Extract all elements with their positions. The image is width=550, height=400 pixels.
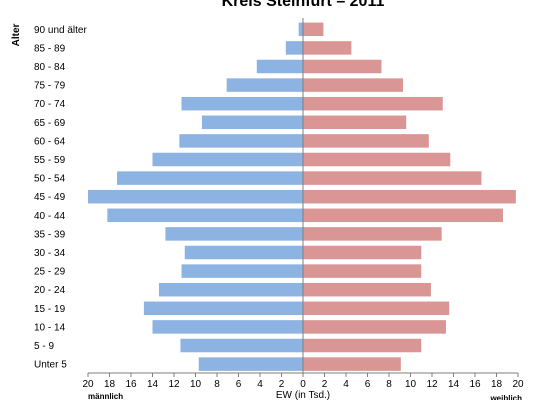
age-group-label: 85 - 89	[34, 43, 66, 54]
bar-male	[88, 189, 303, 204]
age-group-label: 20 - 24	[34, 285, 66, 296]
x-tick-label: 16	[125, 379, 137, 390]
bar-female	[303, 282, 431, 297]
age-group-label: 10 - 14	[34, 322, 66, 333]
y-axis-title: Alter	[11, 24, 22, 47]
age-group-label: 35 - 39	[34, 229, 66, 240]
age-group-label: 30 - 34	[34, 248, 66, 259]
bar-female	[303, 96, 443, 111]
x-tick-label: 14	[448, 379, 460, 390]
bar-female	[303, 301, 450, 316]
age-group-label: 80 - 84	[34, 62, 66, 73]
age-group-label: 5 - 9	[34, 341, 54, 352]
bar-female	[303, 208, 503, 223]
x-tick-label: 10	[190, 379, 202, 390]
x-tick-label: 2	[322, 379, 328, 390]
chart-title: Kreis Steinfurt – 2011	[222, 0, 385, 10]
age-group-label: 65 - 69	[34, 118, 66, 129]
x-tick-label: 10	[405, 379, 417, 390]
x-tick-label: 4	[343, 379, 349, 390]
age-group-label: 25 - 29	[34, 267, 66, 278]
bar-male	[180, 338, 303, 353]
age-group-label: Unter 5	[34, 360, 67, 371]
age-group-label: 60 - 64	[34, 136, 66, 147]
x-tick-label: 14	[147, 379, 159, 390]
bar-female	[303, 357, 401, 371]
bar-female	[303, 59, 382, 74]
bars-group	[88, 22, 516, 371]
bar-female	[303, 41, 352, 55]
bar-male	[298, 22, 303, 37]
x-axis: 20 18 16 14 12 10 8 6 4 2 0 2 4 6 8 10 12 14 16 18 20	[82, 18, 524, 390]
age-group-label: 75 - 79	[34, 81, 66, 92]
age-group-label: 45 - 49	[34, 192, 66, 203]
bar-male	[165, 227, 303, 241]
x-tick-label: 18	[491, 379, 503, 390]
x-tick-label: 20	[512, 379, 524, 390]
age-group-label: 50 - 54	[34, 174, 66, 185]
bar-female	[303, 320, 446, 334]
age-group-label: 55 - 59	[34, 155, 66, 166]
bar-male	[152, 320, 303, 334]
bar-male	[152, 152, 303, 167]
x-tick-label: 18	[104, 379, 116, 390]
bar-female	[303, 189, 516, 204]
x-tick-label: 0	[300, 379, 306, 390]
age-group-label: 40 - 44	[34, 211, 66, 222]
bar-male	[181, 96, 303, 111]
bar-male	[285, 41, 303, 55]
bar-female	[303, 22, 324, 37]
category-labels: 90 und älter 85 - 89 80 - 84 75 - 79 70 - 74…	[34, 25, 87, 371]
male-side-label: männlich	[88, 392, 123, 400]
x-tick-label: 6	[365, 379, 371, 390]
bar-male	[117, 171, 304, 185]
bar-female	[303, 264, 422, 278]
bar-male	[179, 134, 303, 148]
bar-male	[256, 59, 303, 74]
age-group-label: 15 - 19	[34, 304, 66, 315]
bar-female	[303, 171, 482, 185]
bar-female	[303, 115, 407, 130]
bar-male	[107, 208, 303, 223]
female-side-label: weiblich	[489, 394, 522, 400]
x-tick-label: 8	[214, 379, 220, 390]
bar-male	[226, 78, 303, 92]
x-tick-label: 16	[469, 379, 481, 390]
bar-male	[184, 245, 303, 260]
x-tick-label: 12	[168, 379, 180, 390]
x-tick-label: 20	[82, 379, 94, 390]
bar-female	[303, 338, 422, 353]
bar-male	[198, 357, 303, 371]
bar-female	[303, 78, 403, 92]
bar-female	[303, 227, 442, 241]
x-tick-label: 2	[279, 379, 285, 390]
bar-female	[303, 245, 422, 260]
age-group-label: 90 und älter	[34, 25, 87, 36]
age-group-label: 70 - 74	[34, 99, 66, 110]
x-axis-title: EW (in Tsd.)	[276, 390, 330, 400]
bar-female	[303, 152, 451, 167]
x-tick-label: 4	[257, 379, 263, 390]
x-tick-label: 12	[426, 379, 438, 390]
x-tick-label: 8	[386, 379, 392, 390]
bar-male	[201, 115, 303, 130]
bar-female	[303, 134, 429, 148]
bar-male	[181, 264, 303, 278]
bar-male	[158, 282, 303, 297]
bar-male	[143, 301, 303, 316]
x-tick-label: 6	[236, 379, 242, 390]
